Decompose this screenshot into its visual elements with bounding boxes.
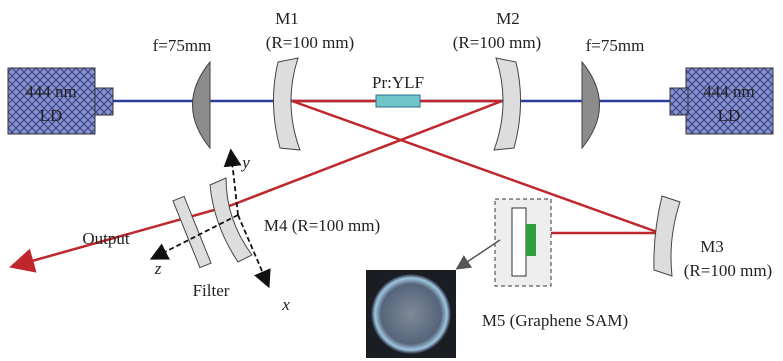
diagram: 444 nm LD 444 nm LD f=75mm f=75mm M1 (R=…: [0, 0, 783, 361]
right-ld-port: [670, 88, 688, 115]
right-ld-label: LD: [718, 106, 741, 125]
mirror-m1: [273, 58, 300, 150]
mirror-name: M1: [275, 9, 299, 28]
mirror-spec: (R=100 mm): [684, 261, 772, 280]
mirror-spec: (R=100 mm): [453, 33, 541, 52]
graphene: [526, 224, 536, 256]
left-lens: [193, 62, 211, 148]
mirror-m2: [494, 58, 521, 150]
lens-label: f=75mm: [586, 36, 645, 55]
mirror-m4: [210, 178, 252, 262]
right-ld-label: 444 nm: [703, 82, 754, 101]
sam-label: M5 (Graphene SAM): [482, 311, 628, 330]
sam-disc: [371, 274, 451, 354]
mirror-m3: [654, 196, 680, 276]
mirror-label: M4 (R=100 mm): [264, 216, 380, 235]
mirror-spec: (R=100 mm): [266, 33, 354, 52]
axis-label: z: [154, 259, 162, 278]
axis-label: y: [240, 153, 250, 172]
pointer-arrow: [458, 240, 500, 268]
left-ld-label: LD: [40, 106, 63, 125]
crystal-label: Pr:YLF: [372, 73, 424, 92]
lens-label: f=75mm: [153, 36, 212, 55]
mirror-name: M2: [496, 9, 520, 28]
right-lens: [582, 62, 600, 148]
left-ld-label: 444 nm: [25, 82, 76, 101]
axis-label: x: [281, 295, 290, 314]
left-ld-port: [95, 88, 113, 115]
axis-arrows: [153, 152, 268, 285]
mirror-name: M3: [700, 237, 724, 256]
sam-substrate: [512, 208, 526, 276]
output-label: Output: [82, 229, 130, 248]
filter-label: Filter: [193, 281, 230, 300]
crystal: [376, 95, 420, 107]
